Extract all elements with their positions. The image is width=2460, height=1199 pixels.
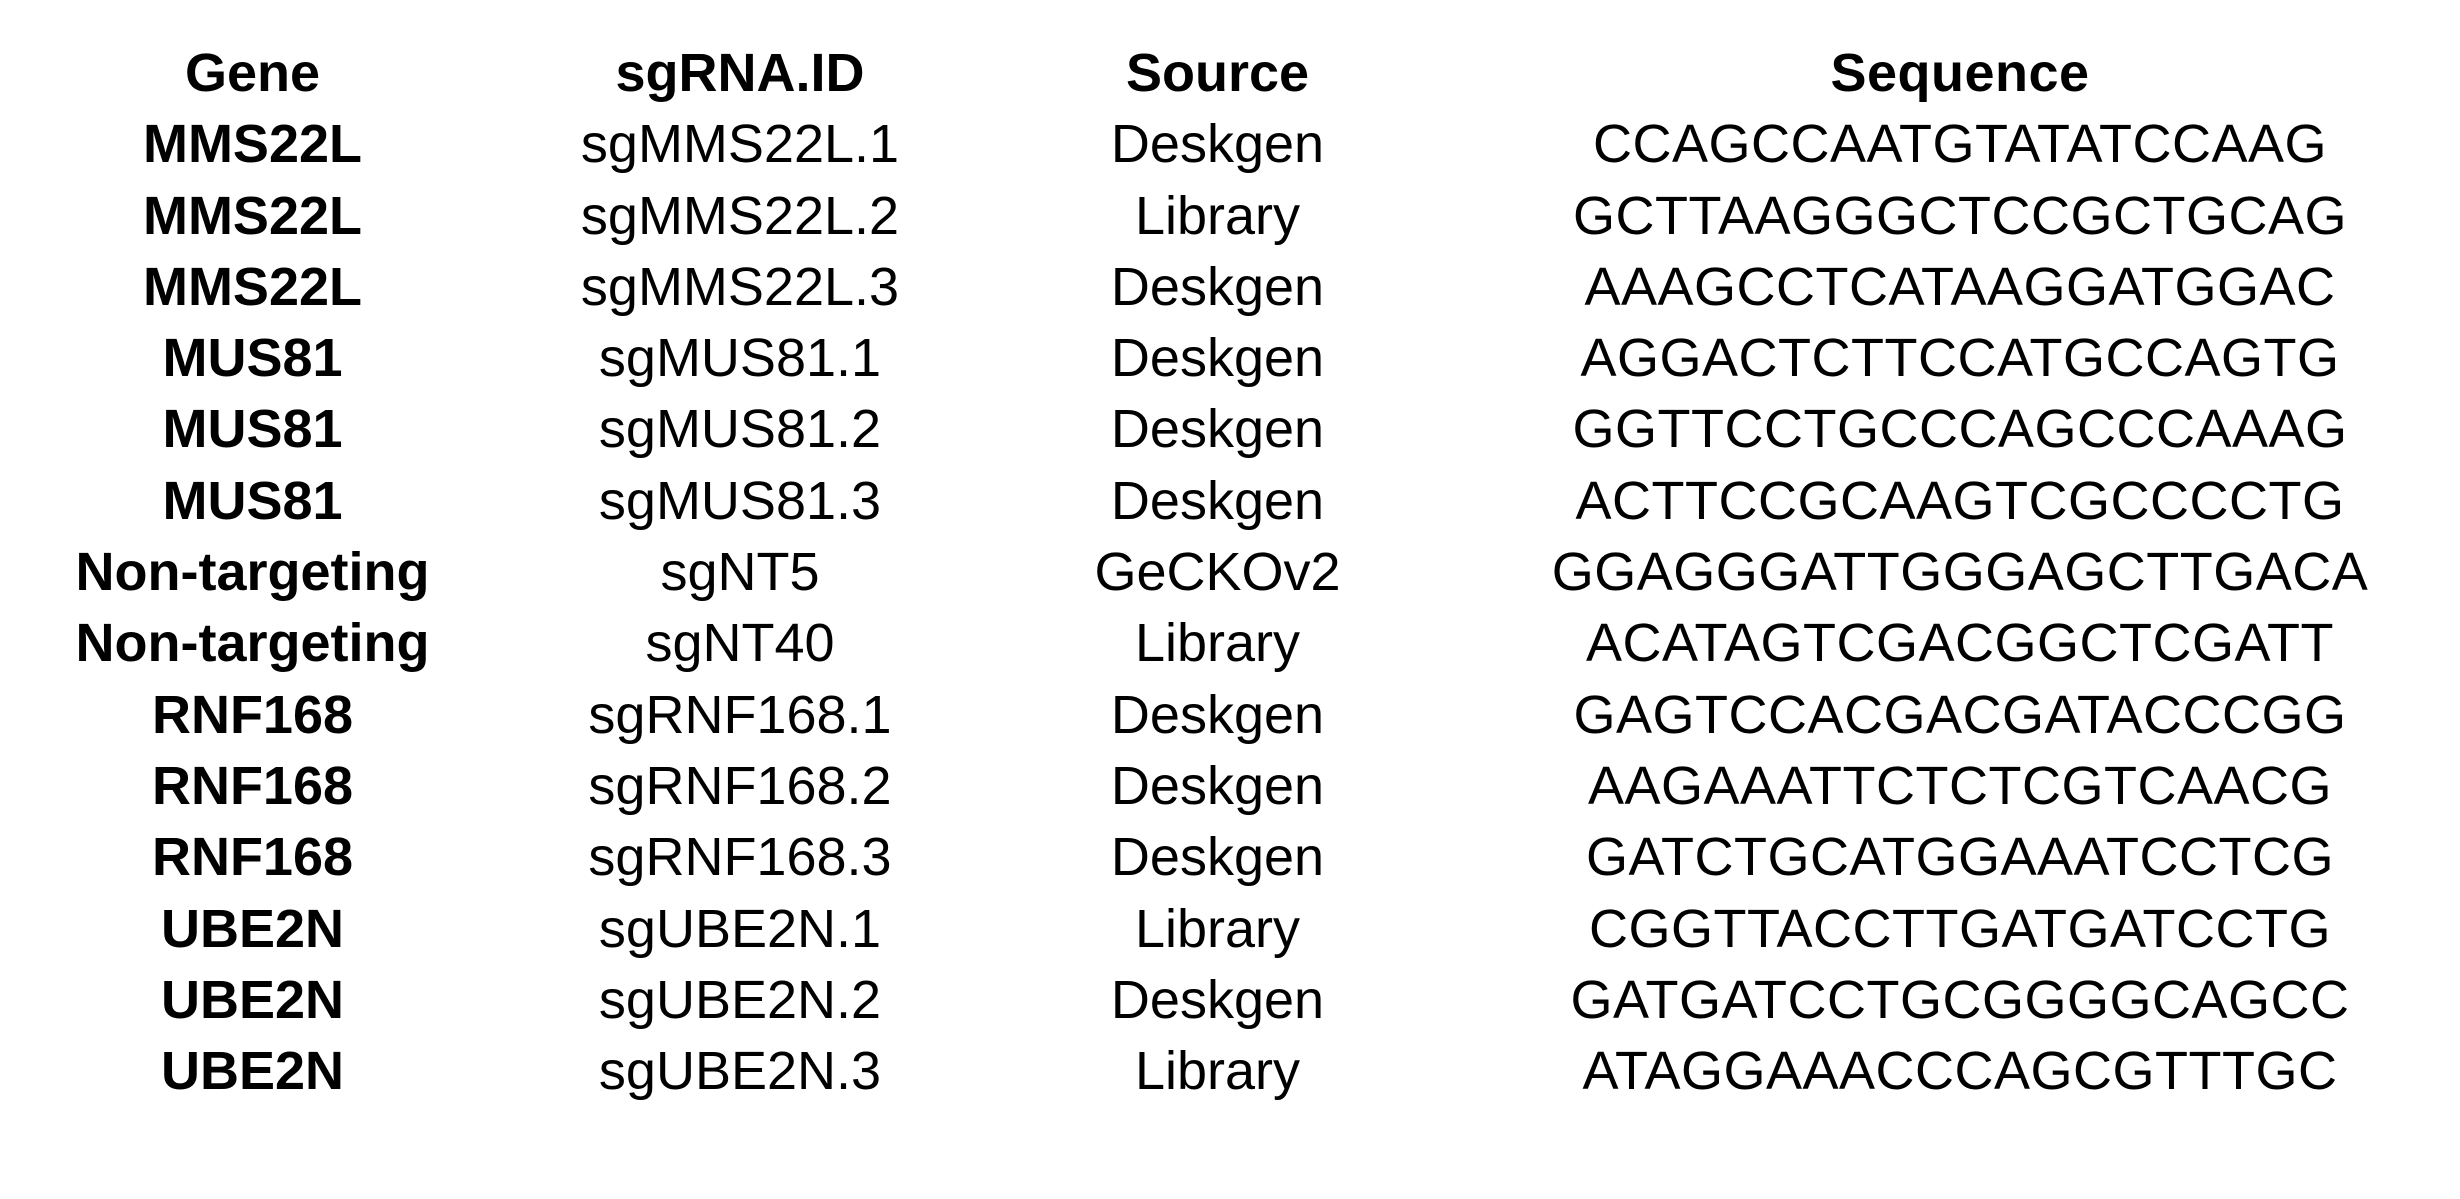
cell-sequence: GATGATCCTGCGGGGCAGCC (1570, 969, 2350, 1030)
cell-sequence: GGAGGGATTGGGAGCTTGACA (1551, 542, 2369, 603)
cell-source: Deskgen (1110, 684, 1325, 745)
cell-sequence: ATAGGAAACCCAGCGTTTGC (1582, 1041, 2338, 1102)
cell-sequence: AAAGCCTCATAAGGATGGAC (1584, 256, 2336, 317)
cell-source: Library (1134, 185, 1301, 246)
cell-sgrna-id: sgUBE2N.1 (598, 898, 882, 959)
table-body: MMS22L sgMMS22L.1 Deskgen CCAGCCAATGTATATCC… (0, 109, 2460, 1107)
table-row: RNF168 sgRNF168.3 Deskgen GATCTGCATGGAAATCC… (0, 822, 2460, 893)
sgrna-table: Gene sgRNA.ID Source Sequence MMS22L sgMM… (0, 38, 2460, 1107)
cell-sgrna-id: sgMMS22L.2 (580, 185, 900, 246)
column-header-sequence: Sequence (1830, 43, 2090, 103)
cell-gene: UBE2N (160, 898, 345, 959)
cell-sequence: AGGACTCTTCCATGCCAGTG (1580, 328, 2340, 389)
cell-sgrna-id: sgMMS22L.1 (580, 114, 900, 175)
cell-sequence: AAGAAATTCTCTCGTCAACG (1587, 755, 2333, 816)
cell-sgrna-id: sgNT40 (645, 613, 835, 674)
cell-source: Deskgen (1110, 399, 1325, 460)
cell-source: Library (1134, 1041, 1301, 1102)
cell-gene: RNF168 (151, 684, 354, 745)
table-row: MMS22L sgMMS22L.3 Deskgen AAAGCCTCATAAGGATG… (0, 252, 2460, 323)
cell-sequence: ACTTCCGCAAGTCGCCCCTG (1575, 470, 2345, 531)
cell-sgrna-id: sgNT5 (660, 542, 820, 603)
cell-sequence: CCAGCCAATGTATATCCAAG (1592, 114, 2328, 175)
cell-sgrna-id: sgMMS22L.3 (580, 256, 900, 317)
cell-source: Deskgen (1110, 470, 1325, 531)
cell-sgrna-id: sgRNF168.3 (588, 827, 892, 888)
table-row: RNF168 sgRNF168.1 Deskgen GAGTCCACGACGATACC… (0, 680, 2460, 751)
cell-gene: Non-targeting (75, 613, 430, 674)
cell-sgrna-id: sgMUS81.3 (598, 470, 882, 531)
column-header-source: Source (1125, 43, 1310, 103)
cell-gene: RNF168 (151, 755, 354, 816)
cell-sequence: GGTTCCTGCCCAGCCCAAAG (1572, 399, 2348, 460)
table-row: MUS81 sgMUS81.1 Deskgen AGGACTCTTCCATGCCAGT… (0, 323, 2460, 394)
cell-source: Deskgen (1110, 969, 1325, 1030)
cell-source: Library (1134, 898, 1301, 959)
cell-gene: RNF168 (151, 827, 354, 888)
cell-sequence: GCTTAAGGGCTCCGCTGCAG (1573, 185, 2347, 246)
cell-sequence: GATCTGCATGGAAATCCTCG (1586, 827, 2334, 888)
cell-gene: MMS22L (142, 185, 363, 246)
column-header-gene: Gene (184, 43, 321, 103)
table-row: RNF168 sgRNF168.2 Deskgen AAGAAATTCTCTCGTCA… (0, 751, 2460, 822)
table-row: MUS81 sgMUS81.3 Deskgen ACTTCCGCAAGTCGCCCCT… (0, 466, 2460, 537)
sgrna-table-container: Gene sgRNA.ID Source Sequence MMS22L sgMM… (0, 38, 2460, 1107)
cell-gene: Non-targeting (75, 542, 430, 603)
table-row: UBE2N sgUBE2N.2 Deskgen GATGATCCTGCGGGGCAGC… (0, 965, 2460, 1036)
cell-source: Deskgen (1110, 755, 1325, 816)
table-row: Non-targeting sgNT5 GeCKOv2 GGAGGGATTGGGAGC… (0, 537, 2460, 608)
cell-source: Library (1134, 613, 1301, 674)
table-header: Gene sgRNA.ID Source Sequence (0, 38, 2460, 109)
cell-gene: MUS81 (162, 399, 343, 460)
table-row: UBE2N sgUBE2N.1 Library CGGTTACCTTGATGATCCT… (0, 894, 2460, 965)
header-row: Gene sgRNA.ID Source Sequence (0, 38, 2460, 109)
cell-source: Deskgen (1110, 256, 1325, 317)
column-header-sgrna-id: sgRNA.ID (615, 43, 865, 103)
table-row: UBE2N sgUBE2N.3 Library ATAGGAAACCCAGCGTTTG… (0, 1036, 2460, 1107)
cell-gene: MMS22L (142, 256, 363, 317)
cell-sgrna-id: sgRNF168.2 (588, 755, 892, 816)
cell-sgrna-id: sgMUS81.1 (598, 328, 882, 389)
cell-gene: MUS81 (162, 328, 343, 389)
cell-sequence: ACATAGTCGACGGCTCGATT (1586, 613, 2334, 674)
cell-source: Deskgen (1110, 114, 1325, 175)
cell-gene: UBE2N (160, 969, 345, 1030)
cell-sequence: CGGTTACCTTGATGATCCTG (1589, 898, 2331, 959)
cell-source: Deskgen (1110, 328, 1325, 389)
table-row: MMS22L sgMMS22L.1 Deskgen CCAGCCAATGTATATCC… (0, 109, 2460, 180)
cell-sgrna-id: sgUBE2N.3 (598, 1041, 882, 1102)
table-row: MUS81 sgMUS81.2 Deskgen GGTTCCTGCCCAGCCCAAA… (0, 394, 2460, 465)
cell-sgrna-id: sgUBE2N.2 (598, 969, 882, 1030)
table-row: MMS22L sgMMS22L.2 Library GCTTAAGGGCTCCGCTG… (0, 181, 2460, 252)
cell-gene: UBE2N (160, 1041, 345, 1102)
table-row: Non-targeting sgNT40 Library ACATAGTCGACGGC… (0, 608, 2460, 679)
cell-source: GeCKOv2 (1094, 542, 1341, 603)
cell-sgrna-id: sgRNF168.1 (588, 684, 892, 745)
cell-sgrna-id: sgMUS81.2 (598, 399, 882, 460)
cell-source: Deskgen (1110, 827, 1325, 888)
cell-gene: MUS81 (162, 470, 343, 531)
cell-sequence: GAGTCCACGACGATACCCGG (1573, 684, 2347, 745)
cell-gene: MMS22L (142, 114, 363, 175)
